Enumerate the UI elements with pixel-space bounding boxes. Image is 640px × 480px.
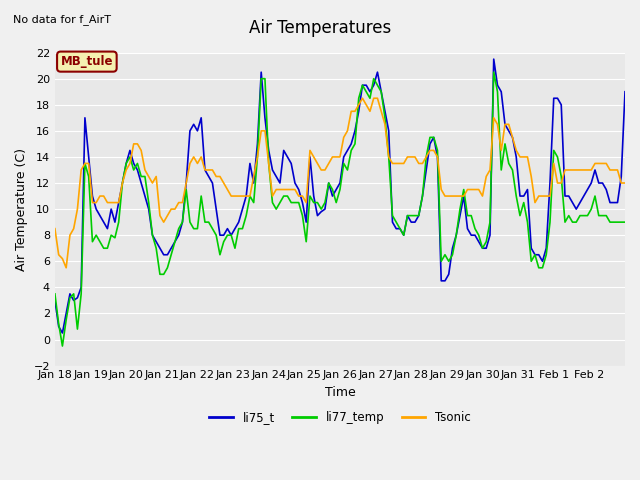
li77_temp bbox=[531, 252, 539, 258]
li77_temp bbox=[602, 213, 610, 218]
li75_t bbox=[531, 252, 539, 258]
Tsonic bbox=[531, 200, 539, 205]
Line: li75_t: li75_t bbox=[55, 59, 625, 333]
li75_t bbox=[51, 298, 59, 303]
li77_temp bbox=[621, 219, 629, 225]
li75_t bbox=[306, 154, 314, 160]
Y-axis label: Air Temperature (C): Air Temperature (C) bbox=[15, 147, 28, 271]
li77_temp bbox=[130, 167, 138, 173]
li77_temp bbox=[59, 343, 67, 349]
li77_temp bbox=[51, 291, 59, 297]
li75_t bbox=[490, 56, 497, 62]
Tsonic bbox=[358, 96, 366, 101]
Legend: li75_t, li77_temp, Tsonic: li75_t, li77_temp, Tsonic bbox=[205, 406, 476, 429]
Tsonic bbox=[306, 147, 314, 153]
Tsonic bbox=[62, 265, 70, 271]
li77_temp bbox=[92, 232, 100, 238]
li77_temp bbox=[490, 69, 497, 75]
li75_t bbox=[59, 330, 67, 336]
Tsonic bbox=[92, 200, 100, 205]
Tsonic bbox=[602, 161, 610, 167]
Tsonic bbox=[130, 141, 138, 147]
Text: MB_tule: MB_tule bbox=[61, 55, 113, 68]
Tsonic bbox=[621, 180, 629, 186]
Text: No data for f_AirT: No data for f_AirT bbox=[13, 14, 111, 25]
li77_temp bbox=[456, 206, 464, 212]
Line: li77_temp: li77_temp bbox=[55, 72, 625, 346]
li75_t bbox=[456, 213, 464, 218]
Tsonic bbox=[460, 193, 468, 199]
li75_t bbox=[130, 161, 138, 167]
li77_temp bbox=[306, 193, 314, 199]
li75_t bbox=[602, 187, 610, 192]
Tsonic bbox=[51, 226, 59, 231]
li75_t bbox=[92, 206, 100, 212]
li75_t bbox=[621, 89, 629, 95]
Text: Air Temperatures: Air Temperatures bbox=[249, 19, 391, 37]
X-axis label: Time: Time bbox=[324, 386, 355, 399]
Line: Tsonic: Tsonic bbox=[55, 98, 625, 268]
